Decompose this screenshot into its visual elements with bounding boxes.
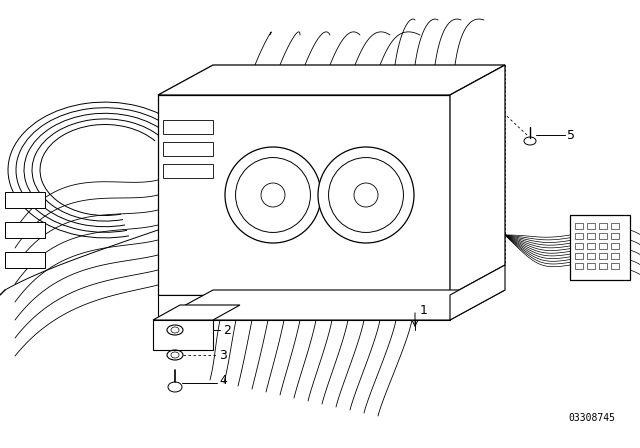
Bar <box>599 243 607 249</box>
Bar <box>611 263 619 269</box>
Ellipse shape <box>328 158 403 233</box>
Bar <box>587 233 595 239</box>
Bar <box>599 223 607 229</box>
Bar <box>575 263 583 269</box>
Bar <box>587 243 595 249</box>
Bar <box>587 253 595 259</box>
Bar <box>611 223 619 229</box>
Ellipse shape <box>261 183 285 207</box>
Bar <box>611 243 619 249</box>
Bar <box>611 253 619 259</box>
Ellipse shape <box>354 183 378 207</box>
Bar <box>575 223 583 229</box>
Text: 1: 1 <box>420 303 428 316</box>
Ellipse shape <box>236 158 310 233</box>
Bar <box>587 263 595 269</box>
Polygon shape <box>450 65 505 295</box>
Polygon shape <box>450 265 505 320</box>
Bar <box>575 243 583 249</box>
Text: 03308745: 03308745 <box>568 413 615 423</box>
Polygon shape <box>158 65 505 95</box>
Bar <box>163 120 213 134</box>
Bar <box>599 263 607 269</box>
Bar <box>587 223 595 229</box>
Ellipse shape <box>225 147 321 243</box>
Polygon shape <box>158 295 450 320</box>
Bar <box>5 252 45 268</box>
Bar <box>5 222 45 238</box>
Polygon shape <box>158 95 450 295</box>
Polygon shape <box>158 290 505 320</box>
Text: 3: 3 <box>219 349 227 362</box>
Text: 4: 4 <box>219 374 227 387</box>
Bar <box>570 215 630 280</box>
Polygon shape <box>153 305 240 320</box>
Bar <box>163 142 213 156</box>
Bar <box>575 253 583 259</box>
Bar <box>611 233 619 239</box>
Bar <box>5 192 45 208</box>
Ellipse shape <box>318 147 414 243</box>
Bar <box>599 233 607 239</box>
Bar <box>599 253 607 259</box>
Bar <box>575 233 583 239</box>
Text: 5: 5 <box>567 129 575 142</box>
Bar <box>163 164 213 178</box>
Text: 2: 2 <box>223 323 231 336</box>
Polygon shape <box>153 320 213 350</box>
